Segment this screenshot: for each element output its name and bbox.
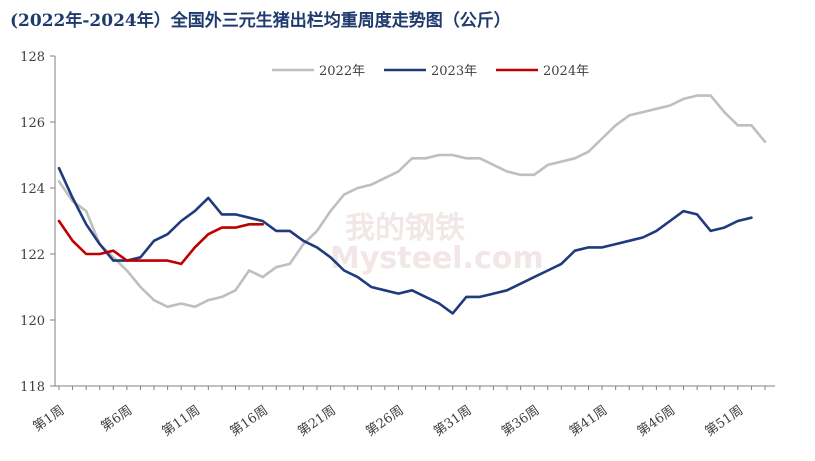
series-line-3	[57, 219, 265, 266]
x-tick-label: 第46周	[635, 403, 678, 440]
x-tick-label: 第51周	[703, 403, 746, 440]
watermark-text-cn: 我的钢铁	[345, 211, 465, 246]
chart-title: (2022年-2024年）全国外三元生猪出栏均重周度走势图（公斤）	[10, 11, 511, 31]
series-line-2	[57, 166, 753, 315]
x-tick-label: 第11周	[160, 403, 203, 440]
legend-label-1: 2022年	[319, 64, 365, 79]
series-line-1	[57, 94, 767, 309]
x-tick-label: 第31周	[431, 403, 474, 440]
chart-series	[57, 94, 767, 315]
x-tick-label: 第6周	[98, 403, 135, 435]
y-tick-label: 128	[20, 50, 45, 65]
legend-label-2: 2023年	[431, 64, 477, 79]
x-tick-label: 第1周	[31, 403, 68, 435]
x-tick-label: 第16周	[227, 403, 270, 440]
chart-legend: 2022年 2023年 2024年	[272, 64, 589, 79]
y-tick-label: 120	[20, 314, 45, 329]
x-tick-label: 第21周	[295, 403, 338, 440]
y-tick-label: 126	[20, 116, 45, 131]
x-tick-label: 第41周	[567, 403, 610, 440]
y-tick-label: 122	[20, 248, 45, 263]
y-tick-label: 118	[20, 380, 45, 395]
x-tick-label: 第26周	[363, 403, 406, 440]
y-tick-label: 124	[20, 182, 45, 197]
watermark-text-en: Mysteel.com	[330, 241, 544, 276]
x-tick-label: 第36周	[499, 403, 542, 440]
legend-label-3: 2024年	[543, 64, 589, 79]
